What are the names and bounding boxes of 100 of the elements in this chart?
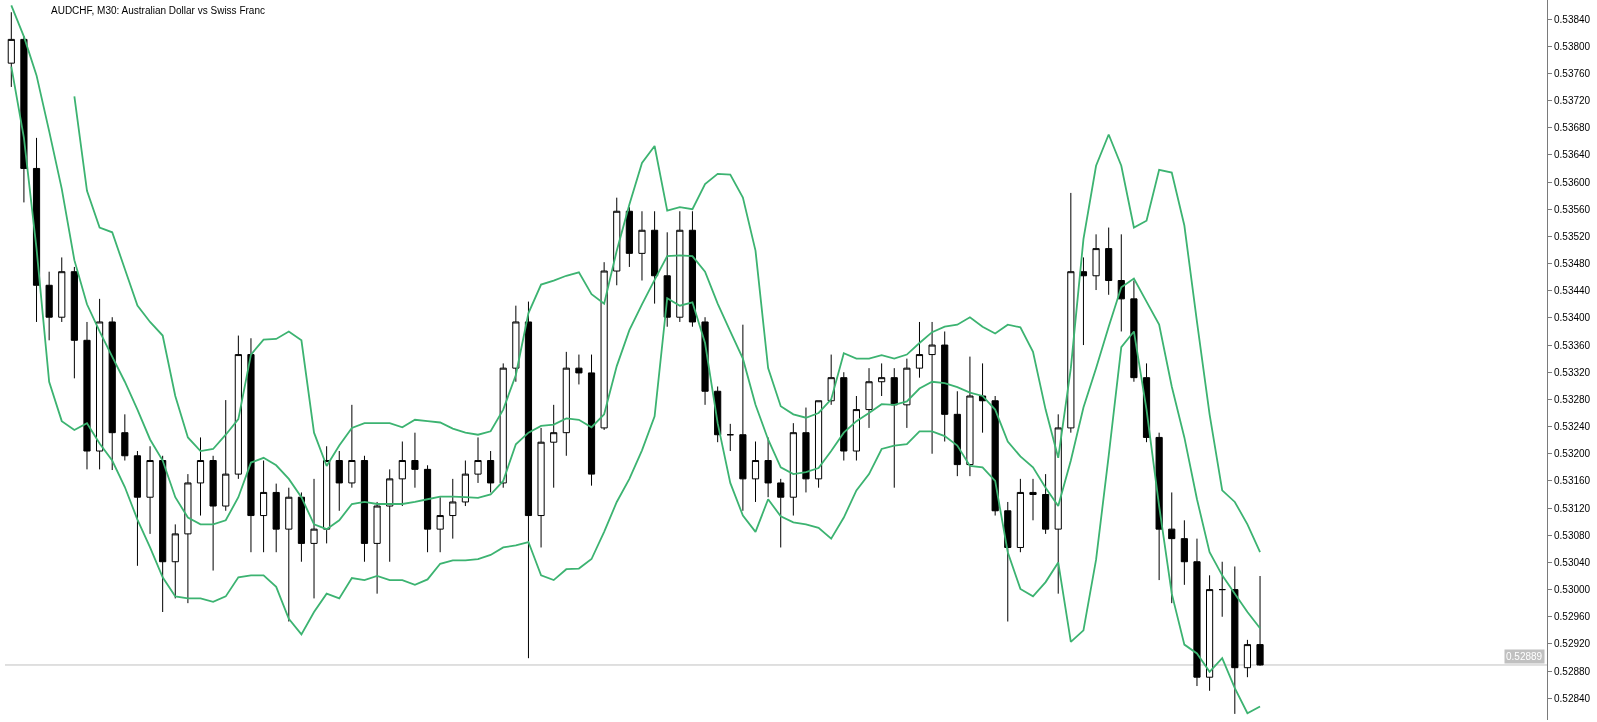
candlestick — [70, 266, 78, 379]
candlestick — [1180, 519, 1188, 586]
candlestick — [487, 450, 495, 493]
candlestick — [814, 400, 823, 489]
candlestick — [1256, 575, 1264, 667]
candlestick — [121, 413, 129, 462]
candlestick — [474, 436, 482, 484]
y-tick-label: 0.53520 — [1554, 230, 1591, 242]
candlestick — [890, 367, 898, 489]
candlestick — [146, 445, 154, 535]
y-tick-label: 0.53160 — [1554, 475, 1591, 487]
y-tick-label: 0.53440 — [1554, 285, 1591, 297]
candlestick — [562, 351, 570, 457]
candlestick — [411, 432, 419, 489]
y-tick-label: 0.53000 — [1554, 584, 1591, 596]
candlestick — [461, 460, 469, 507]
candlestick — [676, 210, 684, 323]
candlestick — [953, 390, 961, 477]
candlestick — [550, 404, 558, 489]
line-series — [10, 4, 1261, 630]
y-tick-label: 0.52920 — [1554, 638, 1591, 650]
candlestick — [1029, 478, 1037, 521]
candlestick — [1130, 280, 1138, 383]
candlestick — [196, 436, 205, 517]
y-tick-label: 0.53400 — [1554, 312, 1591, 324]
candlestick — [259, 460, 268, 553]
candlestick — [524, 301, 533, 659]
candlestick — [903, 358, 911, 429]
candlestick — [1168, 491, 1176, 604]
candlestick — [1243, 639, 1252, 678]
y-tick-label: 0.53320 — [1554, 366, 1591, 378]
candlestick — [852, 395, 860, 462]
line-series — [10, 65, 1261, 715]
candlestick — [96, 298, 104, 470]
candlestick — [651, 210, 659, 305]
y-tick-label: 0.52960 — [1554, 611, 1591, 623]
candlestick — [222, 399, 230, 512]
y-tick-label: 0.53480 — [1554, 258, 1591, 270]
y-tick-label: 0.53240 — [1554, 421, 1591, 433]
chart-title: AUDCHF, M30: Australian Dollar vs Swiss Franc — [51, 4, 265, 16]
candlestick — [764, 436, 772, 498]
y-tick-label: 0.53600 — [1554, 176, 1591, 188]
candlestick — [272, 483, 280, 553]
y-tick-label: 0.53200 — [1554, 448, 1591, 460]
candlestick — [537, 427, 545, 548]
y-tick-label: 0.53840 — [1554, 13, 1591, 25]
candlestick — [1016, 478, 1024, 553]
candlestick — [209, 455, 217, 572]
candlestick — [285, 487, 293, 623]
candlestick — [966, 356, 974, 477]
candlestick — [1092, 233, 1100, 291]
candlestick — [739, 324, 747, 512]
candlestick — [1218, 561, 1226, 618]
candlestick — [133, 450, 142, 567]
candlestick — [1004, 501, 1012, 623]
candlestick — [386, 468, 394, 563]
candlestick — [45, 271, 53, 341]
candlestick — [83, 321, 91, 470]
candlestick — [310, 478, 318, 599]
y-tick-label: 0.53280 — [1554, 393, 1591, 405]
y-tick-label: 0.53800 — [1554, 40, 1591, 52]
candlestick — [1193, 538, 1201, 687]
candlestick — [360, 455, 369, 563]
y-tick-label: 0.52840 — [1554, 692, 1591, 704]
candlestick — [587, 354, 596, 487]
candlestick — [600, 261, 608, 431]
y-tick-label: 0.53680 — [1554, 122, 1591, 134]
y-tick-label: 0.53120 — [1554, 502, 1591, 514]
candlestick — [348, 404, 356, 489]
candlestick — [512, 305, 520, 383]
candlestick — [941, 330, 949, 443]
candlestick — [449, 478, 457, 540]
candlestick — [436, 496, 444, 553]
candlestick — [58, 256, 66, 323]
candlestick — [915, 321, 924, 379]
candlestick — [159, 455, 167, 613]
candlestick — [499, 362, 507, 489]
candlestick — [1067, 192, 1075, 434]
candlestick — [423, 464, 432, 553]
candlestick — [335, 450, 343, 512]
candlestick — [171, 523, 179, 599]
candlestick — [688, 210, 697, 328]
y-tick-label: 0.53720 — [1554, 95, 1591, 107]
y-tick-label: 0.53360 — [1554, 339, 1591, 351]
candlestick — [7, 11, 15, 88]
ref-line-label: 0.52889 — [1506, 651, 1543, 662]
line-series — [73, 95, 1261, 554]
candlestick — [625, 206, 633, 268]
y-tick-label: 0.53040 — [1554, 556, 1591, 568]
candlestick — [789, 422, 797, 517]
candlestick — [777, 478, 785, 548]
candlestick — [234, 335, 242, 480]
candlestick — [184, 473, 192, 604]
y-tick-label: 0.53560 — [1554, 203, 1591, 215]
candlestick — [1206, 574, 1214, 692]
candlestick — [373, 501, 381, 595]
candlestick — [575, 354, 583, 385]
candlestick — [323, 445, 331, 544]
candlestick — [751, 441, 760, 503]
candlestick — [928, 321, 936, 455]
